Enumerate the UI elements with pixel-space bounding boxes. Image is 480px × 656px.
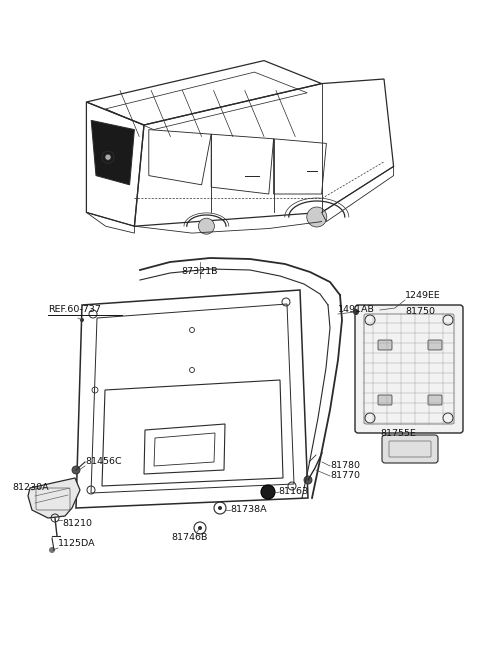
Circle shape [198, 218, 215, 234]
Text: 1249EE: 1249EE [405, 291, 441, 300]
Circle shape [218, 506, 222, 510]
FancyBboxPatch shape [382, 435, 438, 463]
Text: 1491AB: 1491AB [338, 306, 375, 314]
Circle shape [261, 485, 275, 499]
Circle shape [105, 154, 111, 160]
Text: 87321B: 87321B [182, 268, 218, 276]
FancyBboxPatch shape [428, 340, 442, 350]
Circle shape [304, 476, 312, 484]
Text: 81750: 81750 [405, 308, 435, 316]
Text: 81230A: 81230A [12, 483, 48, 493]
Text: 81746B: 81746B [172, 533, 208, 543]
Circle shape [307, 207, 327, 227]
Circle shape [80, 318, 84, 322]
Circle shape [353, 309, 359, 315]
Circle shape [198, 526, 202, 530]
Polygon shape [28, 478, 80, 518]
FancyBboxPatch shape [378, 340, 392, 350]
Text: 81738A: 81738A [230, 506, 266, 514]
Polygon shape [91, 121, 134, 185]
Text: REF.60-737: REF.60-737 [48, 306, 101, 314]
Text: 81210: 81210 [62, 520, 92, 529]
Circle shape [72, 466, 80, 474]
Text: 1125DA: 1125DA [58, 539, 96, 548]
Text: 81770: 81770 [330, 472, 360, 480]
FancyBboxPatch shape [355, 305, 463, 433]
FancyBboxPatch shape [378, 395, 392, 405]
FancyBboxPatch shape [428, 395, 442, 405]
Text: 81163: 81163 [278, 487, 308, 497]
Text: 81456C: 81456C [85, 457, 121, 466]
Text: 81780: 81780 [330, 462, 360, 470]
Circle shape [49, 547, 55, 553]
Text: 81755E: 81755E [380, 428, 416, 438]
